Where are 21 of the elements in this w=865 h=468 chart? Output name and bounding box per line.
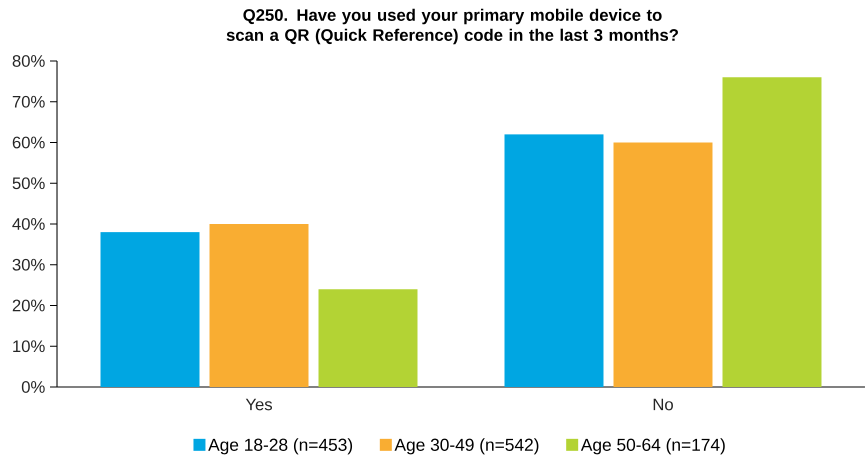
y-tick-label: 20% <box>12 300 45 312</box>
bar <box>100 232 200 387</box>
y-tick-label: 80% <box>12 55 45 67</box>
y-tick-label: 10% <box>13 340 45 352</box>
y-tick-label: 50% <box>12 177 45 190</box>
x-tick-label: Yes <box>246 398 272 410</box>
bar <box>318 289 418 387</box>
y-tick-label: 40% <box>12 218 45 230</box>
y-tick-label: 70% <box>12 96 45 108</box>
bar <box>722 77 822 387</box>
x-tick-label: No <box>654 398 673 410</box>
bar <box>613 142 712 387</box>
y-tick-label: 0% <box>22 381 45 393</box>
chart-title: Q250. Have you used your primary mobile device to scan a QR (Quick Reference) code in the last 3 months? <box>226 8 678 44</box>
legend-label: Age 50-64 (n=174) <box>580 438 725 454</box>
y-tick-label: 60% <box>12 136 45 148</box>
bar <box>504 134 604 387</box>
bar <box>210 224 309 387</box>
legend-label: Age 18-28 (n=453) <box>208 438 352 454</box>
y-tick-label: 30% <box>12 258 45 271</box>
legend-label: Age 30-49 (n=542) <box>394 438 538 454</box>
